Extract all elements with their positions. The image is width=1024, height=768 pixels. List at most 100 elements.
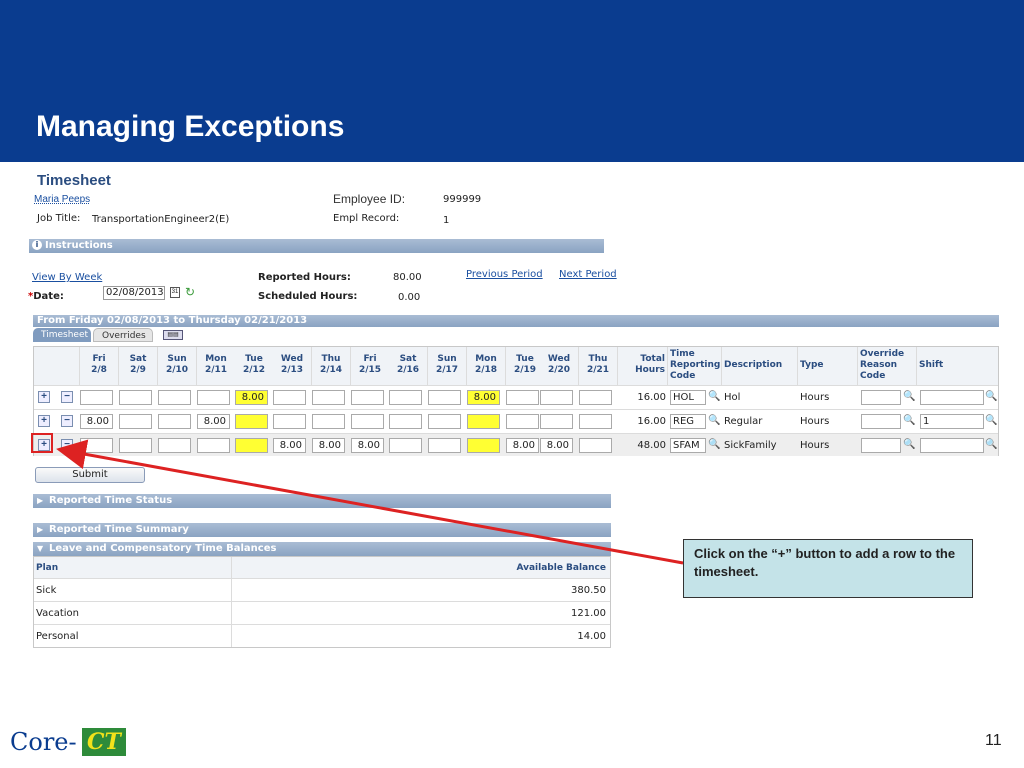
hours-input[interactable] (119, 414, 152, 429)
hours-input[interactable] (428, 390, 461, 405)
total-hours-header-line: Hours (635, 365, 665, 375)
refresh-icon[interactable]: ↻ (185, 285, 196, 299)
page-title: Timesheet (37, 172, 111, 189)
trc-input[interactable]: REG (670, 414, 706, 429)
hours-input[interactable] (197, 390, 230, 405)
trc-input[interactable]: HOL (670, 390, 706, 405)
tab-timesheet[interactable]: Timesheet (33, 328, 91, 342)
day-column-header-line: 2/15 (358, 365, 382, 375)
add-row-button[interactable]: + (38, 391, 50, 403)
delete-row-button[interactable]: − (61, 439, 73, 451)
day-column-header: Sat 2/16 (389, 347, 428, 385)
hours-input[interactable] (579, 438, 612, 453)
add-row-button[interactable]: + (38, 439, 50, 451)
total-hours-header-line: Total (640, 354, 665, 364)
hours-input[interactable]: 8.00 (312, 438, 345, 453)
hours-input[interactable]: 8.00 (351, 438, 384, 453)
hours-input[interactable] (506, 414, 539, 429)
hours-input[interactable] (389, 414, 422, 429)
day-column-header-line: 2/12 (242, 365, 266, 375)
table-row: + −8.00 8.00 16.00 HOL 🔍 Hol Hours 🔍 🔍 (34, 385, 998, 408)
calendar-icon[interactable]: 31 (170, 287, 180, 298)
override-reason-column-header-line: Code (860, 371, 886, 381)
hours-input[interactable]: 8.00 (506, 438, 539, 453)
leave-balances-table: Plan Available Balance Sick 380.50 Vacat… (33, 556, 611, 648)
search-icon[interactable]: 🔍 (708, 391, 721, 402)
date-input[interactable]: 02/08/2013 (103, 286, 165, 300)
day-column-header: Sat 2/9 (119, 347, 158, 385)
hours-input[interactable] (579, 414, 612, 429)
search-icon[interactable]: 🔍 (708, 439, 721, 450)
hours-input[interactable] (351, 390, 384, 405)
submit-button[interactable]: Submit (35, 467, 145, 483)
hours-input[interactable] (467, 438, 500, 453)
hours-input[interactable] (158, 390, 191, 405)
hours-input[interactable] (235, 438, 268, 453)
hours-input[interactable] (158, 414, 191, 429)
expand-icon: ▶ (37, 496, 44, 505)
hours-input[interactable] (389, 438, 422, 453)
search-icon[interactable]: 🔍 (985, 439, 998, 450)
override-reason-input[interactable] (861, 390, 901, 405)
hours-input[interactable] (467, 414, 500, 429)
delete-row-button[interactable]: − (61, 415, 73, 427)
search-icon[interactable]: 🔍 (903, 391, 916, 402)
leave-balances-header[interactable]: ▼ Leave and Compensatory Time Balances (33, 542, 611, 556)
expand-icon: ▶ (37, 525, 44, 534)
reported-time-status-header[interactable]: ▶ Reported Time Status (33, 494, 611, 508)
hours-input[interactable] (428, 438, 461, 453)
hours-input[interactable] (273, 390, 306, 405)
hours-input[interactable]: 8.00 (235, 390, 268, 405)
search-icon[interactable]: 🔍 (903, 415, 916, 426)
hours-input[interactable] (506, 390, 539, 405)
description-column-header: Description (722, 347, 798, 385)
hours-input[interactable] (197, 438, 230, 453)
delete-row-button[interactable]: − (61, 391, 73, 403)
shift-input[interactable]: 1 (920, 414, 984, 429)
hours-input[interactable] (540, 390, 573, 405)
reported-time-summary-header[interactable]: ▶ Reported Time Summary (33, 523, 611, 537)
next-period-link[interactable]: Next Period (559, 269, 617, 280)
hours-input[interactable] (80, 390, 113, 405)
hours-input[interactable]: 8.00 (540, 438, 573, 453)
search-icon[interactable]: 🔍 (903, 439, 916, 450)
hours-input[interactable]: 8.00 (197, 414, 230, 429)
shift-input[interactable] (920, 390, 984, 405)
search-icon[interactable]: 🔍 (985, 415, 998, 426)
hours-input[interactable] (540, 414, 573, 429)
hours-input[interactable] (389, 390, 422, 405)
hours-input[interactable] (80, 438, 113, 453)
override-reason-input[interactable] (861, 438, 901, 453)
instructions-section-header[interactable]: i Instructions (29, 239, 604, 253)
hours-input[interactable]: 8.00 (273, 438, 306, 453)
search-icon[interactable]: 🔍 (985, 391, 998, 402)
employee-name-link[interactable]: Maria Peeps (34, 194, 91, 205)
hours-input[interactable] (579, 390, 612, 405)
leave-balance: 121.00 (571, 608, 606, 619)
add-row-button[interactable]: + (38, 415, 50, 427)
day-column-header-line: Fri (92, 354, 106, 364)
hours-input[interactable] (273, 414, 306, 429)
hours-input[interactable] (351, 414, 384, 429)
table-row: Vacation 121.00 (34, 601, 610, 624)
tab-overrides[interactable]: Overrides (93, 328, 153, 342)
day-column-header-line: 2/14 (319, 365, 343, 375)
trc-input[interactable]: SFAM (670, 438, 706, 453)
search-icon[interactable]: 🔍 (708, 415, 721, 426)
hours-input[interactable]: 8.00 (80, 414, 113, 429)
shift-input[interactable] (920, 438, 984, 453)
hours-input[interactable] (158, 438, 191, 453)
hours-input[interactable] (428, 414, 461, 429)
hours-input[interactable] (312, 390, 345, 405)
hours-input[interactable] (312, 414, 345, 429)
grid-view-icon[interactable]: ▤▤ (163, 330, 183, 340)
hours-input[interactable]: 8.00 (467, 390, 500, 405)
leave-plan: Sick (36, 585, 57, 596)
view-by-week-link[interactable]: View By Week (32, 272, 103, 283)
override-reason-input[interactable] (861, 414, 901, 429)
hours-input[interactable] (119, 390, 152, 405)
previous-period-link[interactable]: Previous Period (466, 269, 543, 280)
hours-input[interactable] (119, 438, 152, 453)
hours-input[interactable] (235, 414, 268, 429)
day-column-header-line: Thu (588, 354, 608, 364)
